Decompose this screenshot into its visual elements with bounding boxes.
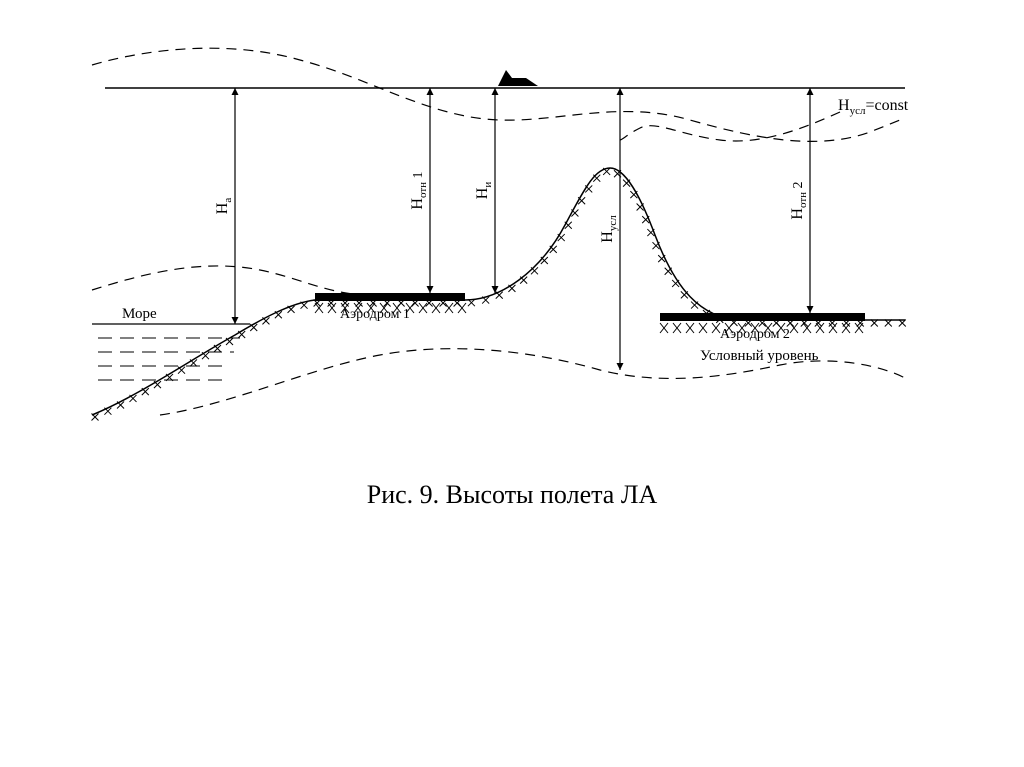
aircraft-icon [498, 70, 538, 86]
dimension-label-3: Нусл [599, 215, 619, 243]
dimension-label-1: Нотн 1 [409, 171, 429, 209]
airfield-bar-2 [660, 313, 865, 321]
diagram-canvas: Море Аэродром 1 Аэродром 2 Нусл=const Условн… [0, 0, 1024, 767]
dimension-label-2: Ни [474, 182, 494, 200]
airfield-label-1: Аэродром 1 [340, 307, 410, 322]
dashed-curve-3 [620, 112, 840, 141]
sea-label: Море [122, 306, 157, 322]
airfield-bar-1 [315, 293, 465, 301]
dashed-curve-0 [92, 48, 905, 141]
airfield-label-2: Аэродром 2 [720, 327, 790, 342]
conditional-level-label: Условный уровень [700, 348, 819, 364]
dimension-label-0: На [214, 198, 234, 215]
const-level-label: Нусл=const [838, 97, 909, 117]
figure-caption: Рис. 9. Высоты полета ЛА [0, 480, 1024, 510]
diagram-svg: Море Аэродром 1 Аэродром 2 Нусл=const Условн… [0, 0, 1024, 767]
dashed-curve-1 [92, 266, 370, 295]
dimension-label-4: Нотн 2 [789, 181, 809, 219]
